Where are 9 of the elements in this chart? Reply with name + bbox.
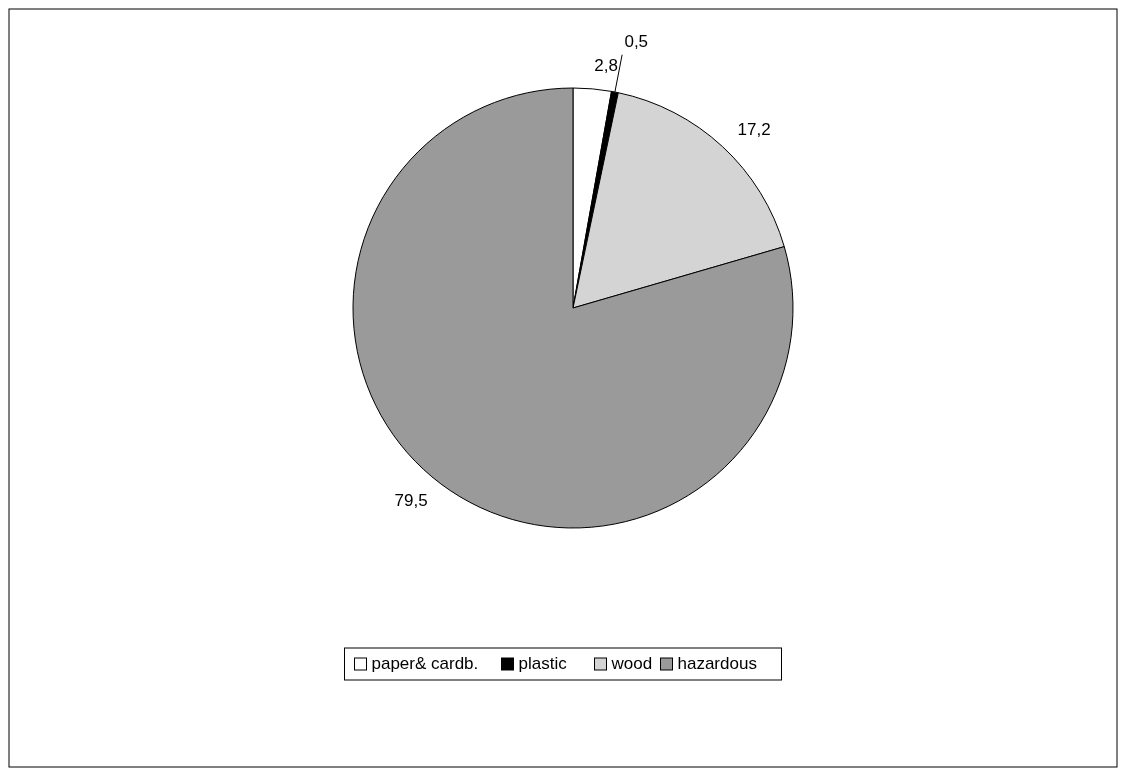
pie-slice: [352, 87, 794, 529]
data-label: 0,5: [624, 32, 649, 52]
data-label: 17,2: [737, 120, 771, 140]
legend-label: wood: [610, 654, 653, 673]
legend-label: plastic: [518, 654, 568, 673]
legend-label: hazardous: [677, 654, 757, 673]
legend-label: paper& cardb.: [371, 654, 479, 673]
data-label: 79,5: [394, 491, 428, 511]
data-label: 2,8: [594, 56, 618, 76]
